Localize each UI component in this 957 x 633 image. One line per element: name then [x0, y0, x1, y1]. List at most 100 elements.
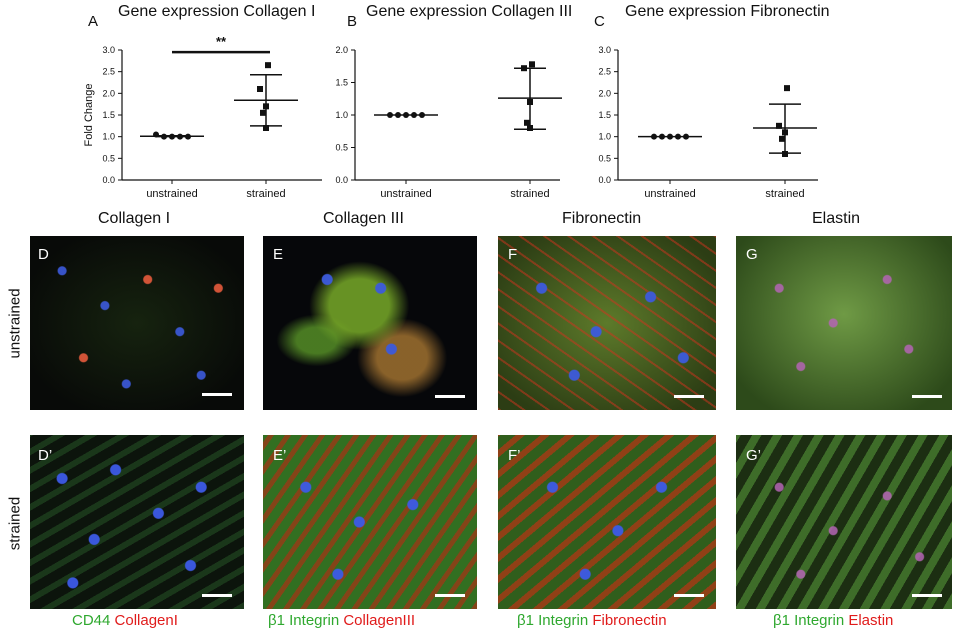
scale-bar [912, 594, 942, 597]
legend-green-stain: β1 Integrin [517, 612, 589, 629]
x-tick-label: unstrained [644, 188, 695, 200]
data-point [784, 85, 790, 92]
row-title-unstrained: unstrained [6, 288, 24, 359]
y-tick-label: 2.5 [102, 67, 115, 77]
data-point [651, 133, 657, 140]
panel-letter-d: D [38, 246, 49, 263]
micrograph-collagen-i-unstrained: D [30, 236, 244, 410]
y-tick-label: 2.0 [102, 88, 115, 98]
y-tick-label: 1.5 [335, 78, 348, 88]
legend-red-stain: Fibronectin [592, 612, 667, 629]
legend-collagen-i: CD44 CollagenI [72, 612, 178, 629]
data-point [257, 86, 263, 92]
panel-letter-e: E [273, 246, 284, 263]
column-title-collagen-iii: Collagen III [323, 210, 404, 227]
data-point [161, 133, 167, 140]
legend-green-stain: β1 Integrin [268, 612, 340, 629]
legend-green-stain: β1 Integrin [773, 612, 845, 629]
scale-bar [435, 395, 465, 398]
panel-letter-b: B [347, 13, 357, 30]
y-tick-label: 1.5 [598, 110, 611, 120]
y-tick-label: 1.0 [598, 132, 611, 142]
y-tick-label: 0.0 [335, 175, 348, 185]
data-point [411, 112, 417, 118]
data-point [395, 112, 401, 118]
scale-bar [202, 393, 232, 396]
legend-collagen-iii: β1 Integrin CollagenIII [268, 612, 415, 629]
y-tick-label: 0.5 [598, 153, 611, 163]
data-point [521, 65, 527, 72]
data-point [527, 99, 533, 105]
data-point [177, 133, 183, 140]
panel-letter-f: F [508, 246, 518, 263]
data-point [659, 133, 665, 140]
legend-elastin: β1 Integrin Elastin [773, 612, 893, 629]
x-tick-label: unstrained [380, 188, 431, 200]
column-title-elastin: Elastin [812, 210, 861, 227]
micrograph-fibronectin-unstrained: F [498, 236, 716, 410]
data-point [782, 151, 788, 157]
micrograph-elastin-unstrained: G [736, 236, 952, 410]
micrograph-collagen-iii-strained: E’ [263, 435, 477, 609]
gene-expression-charts: A Gene expression Collagen I 0.0 0.5 1.0 1.5 2… [83, 3, 830, 200]
data-point [263, 125, 269, 131]
data-point [683, 133, 689, 140]
chart-title: Gene expression Fibronectin [625, 3, 830, 20]
y-tick-label: 2.0 [335, 45, 348, 55]
column-title-collagen-i: Collagen I [98, 210, 171, 227]
panel-letter-g: G [746, 246, 758, 263]
legend-red-stain: Elastin [848, 612, 894, 629]
data-point [169, 133, 175, 140]
data-point [782, 129, 788, 136]
y-tick-label: 3.0 [598, 45, 611, 55]
panel-letter-c: C [594, 13, 605, 30]
legend-fibronectin: β1 Integrin Fibronectin [517, 612, 667, 629]
data-point [265, 62, 271, 69]
y-tick-label: 0.5 [102, 153, 115, 163]
scale-bar [435, 594, 465, 597]
data-point [263, 103, 269, 110]
data-point [667, 133, 673, 140]
scale-bar [912, 395, 942, 398]
panel-letter-e-prime: E’ [273, 447, 287, 464]
data-point [387, 112, 393, 118]
data-point [527, 125, 533, 131]
y-tick-label: 0.0 [102, 175, 115, 185]
legend-red-stain: CollagenIII [343, 612, 416, 629]
chart-title: Gene expression Collagen III [366, 3, 572, 20]
panel-letter-d-prime: D’ [38, 447, 53, 464]
x-tick-label: strained [510, 188, 549, 200]
y-tick-label: 3.0 [102, 45, 115, 55]
micrograph-collagen-i-strained: D’ [30, 435, 244, 609]
panel-letter-f-prime: F’ [508, 447, 521, 464]
y-tick-label: 0.0 [598, 175, 611, 185]
legend-green-stain: CD44 [72, 612, 111, 629]
data-point [675, 133, 681, 140]
data-point [185, 133, 191, 140]
x-tick-label: unstrained [146, 188, 197, 200]
data-point [153, 131, 159, 138]
x-tick-label: strained [765, 188, 804, 200]
chart-title: Gene expression Collagen I [118, 3, 315, 20]
data-point [524, 119, 530, 126]
y-tick-label: 0.5 [335, 143, 348, 153]
micrograph-fibronectin-strained: F’ [498, 435, 716, 609]
legend-red-stain: CollagenI [114, 612, 178, 629]
data-point [779, 135, 785, 142]
y-tick-label: 1.5 [102, 110, 115, 120]
panel-letter-g-prime: G’ [746, 447, 761, 464]
x-tick-label: strained [246, 188, 285, 200]
row-title-strained: strained [6, 496, 24, 551]
data-point [403, 112, 409, 118]
scale-bar [202, 594, 232, 597]
y-tick-label: 2.5 [598, 67, 611, 77]
scale-bar [674, 594, 704, 597]
y-axis-label: Fold Change [83, 84, 95, 147]
column-title-fibronectin: Fibronectin [562, 210, 642, 227]
significance-label: ** [216, 34, 227, 49]
scale-bar [674, 395, 704, 398]
data-point [260, 109, 266, 116]
y-tick-label: 1.0 [335, 110, 348, 120]
data-point [419, 112, 425, 118]
data-point [776, 122, 782, 129]
